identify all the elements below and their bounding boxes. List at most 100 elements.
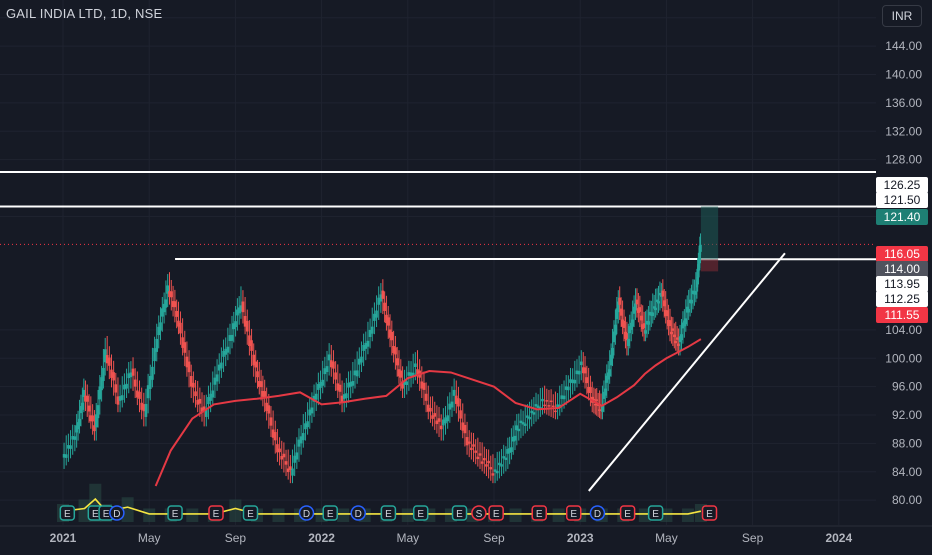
event-marker-earnings_red[interactable]: E [488, 505, 504, 521]
event-marker-shape[interactable] [208, 505, 224, 521]
event-marker-earnings_red[interactable]: E [619, 505, 636, 521]
profit-zone[interactable] [700, 206, 719, 260]
price-candle-body [177, 320, 180, 327]
currency-button[interactable]: INR [882, 5, 922, 27]
price-axis[interactable]: 80.0084.0088.0092.0096.00100.00104.00120… [876, 0, 932, 550]
price-candle-body [622, 320, 626, 328]
event-marker-shape[interactable] [565, 505, 582, 521]
price-candle-body [224, 348, 228, 355]
price-label-box[interactable] [876, 261, 928, 277]
price-candle-body [422, 382, 426, 390]
event-marker-shape[interactable] [167, 505, 183, 521]
event-marker-dividend[interactable]: D [589, 505, 606, 521]
price-candle-body [237, 307, 241, 314]
price-candle-body [96, 405, 100, 419]
price-candle-body [644, 330, 647, 334]
price-candle-body [278, 448, 281, 453]
trendline[interactable] [588, 252, 786, 492]
event-marker-shape[interactable] [298, 505, 315, 521]
price-candle-body [437, 418, 441, 422]
price-candle-body [342, 394, 346, 399]
price-label-box[interactable] [876, 192, 928, 208]
price-candle-body [493, 469, 497, 472]
event-marker-shape[interactable] [350, 505, 366, 521]
loss-zone[interactable] [700, 259, 719, 272]
event-marker-shape[interactable] [488, 505, 504, 521]
price-candle-body [79, 406, 83, 414]
price-candle-body [567, 386, 570, 391]
price-label-box[interactable] [876, 246, 928, 262]
event-marker-earnings[interactable]: E [167, 505, 183, 521]
price-candle-body [271, 429, 275, 438]
event-marker-earnings_red[interactable]: E [565, 505, 582, 521]
price-candle-body [301, 433, 305, 441]
event-marker-split[interactable]: S [471, 505, 487, 521]
event-marker-earnings[interactable]: E [242, 505, 259, 521]
price-label: 121.40 [884, 210, 921, 224]
time-axis[interactable]: 2021 May Sep 2022 May Sep 2023 May Sep 2024 [0, 525, 932, 550]
event-marker-shape[interactable] [471, 505, 487, 521]
event-marker-earnings_red[interactable]: E [701, 505, 718, 521]
event-marker-dividend[interactable]: D [109, 505, 125, 521]
event-marker-shape[interactable] [59, 505, 76, 521]
event-marker-earnings[interactable]: E [380, 505, 397, 521]
price-candle-body [192, 382, 195, 388]
event-marker-label: E [64, 509, 71, 520]
price-label-box[interactable] [876, 276, 928, 292]
drawings[interactable] [588, 252, 786, 492]
price-candle-body [638, 307, 642, 312]
price-candle-body [173, 301, 177, 308]
price-label-box[interactable] [876, 177, 928, 193]
event-marker-earnings[interactable]: E [647, 505, 664, 521]
event-marker-shape[interactable] [109, 505, 125, 521]
time-axis-tick: 2022 [308, 531, 335, 545]
price-label-box[interactable] [876, 307, 928, 323]
horizontal-levels[interactable] [0, 171, 876, 261]
event-marker-earnings[interactable]: E [322, 505, 338, 521]
price-axis-tick: 128.00 [885, 153, 922, 167]
event-marker-earnings_red[interactable]: E [531, 505, 548, 521]
event-marker-shape[interactable] [619, 505, 636, 521]
event-marker-earnings[interactable]: E [59, 505, 76, 521]
price-candle-body [511, 436, 515, 442]
event-marker-dividend[interactable]: D [298, 505, 315, 521]
event-marker-shape[interactable] [701, 505, 718, 521]
price-candle-body [487, 460, 490, 464]
event-marker-shape[interactable] [412, 505, 429, 521]
event-marker-shape[interactable] [242, 505, 259, 521]
price-candle-body [444, 417, 447, 424]
price-label-box[interactable] [876, 209, 928, 225]
price-candle-body [521, 422, 525, 425]
price-label-box[interactable] [876, 291, 928, 307]
position-tool[interactable] [700, 206, 719, 272]
event-marker-earnings[interactable]: E [412, 505, 429, 521]
price-candle-body [403, 381, 406, 385]
event-marker-shape[interactable] [322, 505, 338, 521]
price-candle-body [257, 381, 261, 387]
price-candle-body [526, 415, 529, 418]
event-marker-earnings[interactable]: E [451, 505, 468, 521]
event-marker-dividend[interactable]: D [350, 505, 366, 521]
price-candle-body [409, 372, 413, 377]
price-candle-body [168, 291, 171, 298]
price-candle-body [399, 370, 403, 378]
price-candle-body [454, 395, 458, 404]
event-marker-shape[interactable] [531, 505, 548, 521]
price-candle-body [545, 400, 549, 402]
price-candle-body [461, 422, 465, 431]
price-candle-body [660, 294, 663, 297]
event-marker-shape[interactable] [380, 505, 397, 521]
event-marker-shape[interactable] [647, 505, 664, 521]
event-marker-shape[interactable] [451, 505, 468, 521]
price-candle-body [252, 354, 256, 366]
price-candle-body [699, 244, 702, 252]
event-marker-earnings_red[interactable]: E [208, 505, 224, 521]
event-marker-shape[interactable] [589, 505, 606, 521]
price-candle-body [239, 305, 243, 312]
price-candle-body [664, 310, 667, 316]
price-candle-body [485, 464, 488, 467]
price-candle-body [575, 370, 579, 375]
